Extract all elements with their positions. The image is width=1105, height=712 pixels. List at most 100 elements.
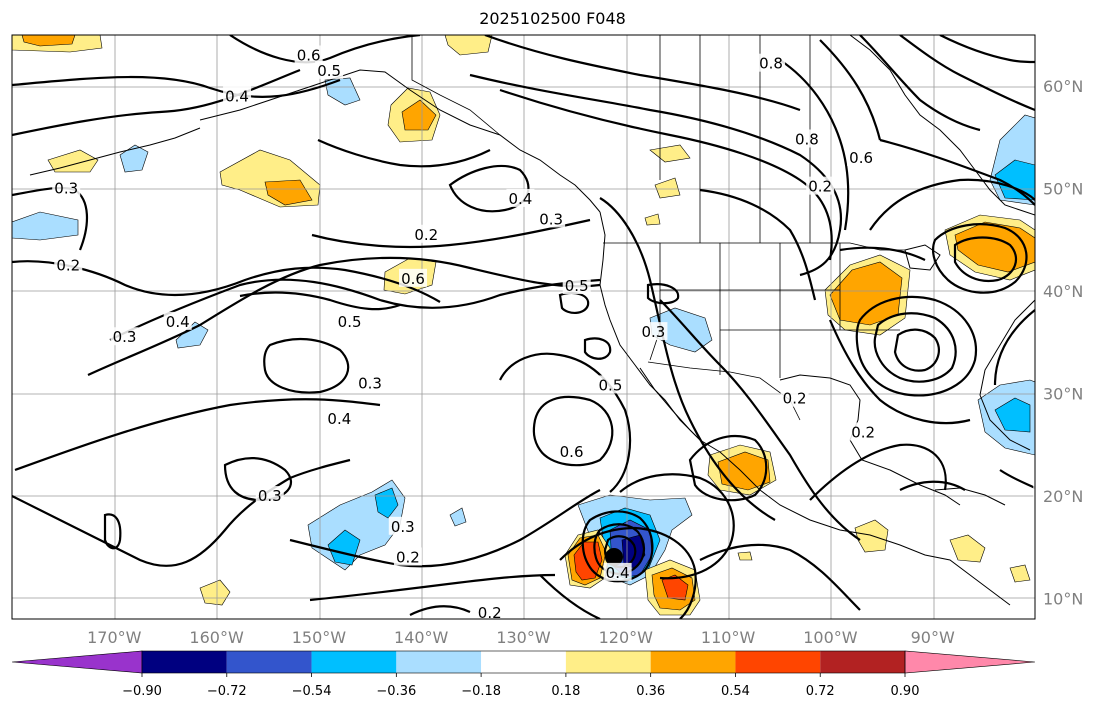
lon-tick-label: 100°W [803, 628, 858, 647]
lat-tick-label: 10°N [1043, 590, 1083, 609]
longitude-tick-labels: 170°W 160°W 150°W 140°W 130°W 120°W 110°W 100°W… [87, 628, 955, 647]
contour [12, 458, 351, 567]
lat-tick-label: 40°N [1043, 282, 1083, 301]
contour-labels: 0.60.50.40.30.20.30.4 0.50.20.60.40.30.50… [52, 43, 1105, 619]
lon-tick-label: 110°W [701, 628, 756, 647]
contour [409, 605, 471, 616]
contour [263, 337, 350, 394]
colorbar-tick-label: −0.54 [292, 684, 332, 699]
contour-label-bg [792, 129, 821, 148]
contour-label: 0.4 [327, 410, 351, 428]
colorbar-swatch [311, 651, 397, 673]
contour-lines [12, 35, 1035, 619]
contour [583, 337, 612, 360]
coast-baja [639, 367, 706, 446]
shade-orange [829, 261, 903, 326]
contour [646, 283, 680, 305]
latitude-tick-labels: 60°N 50°N 40°N 30°N 20°N 10°N [1043, 77, 1083, 608]
colorbar-swatch [142, 651, 227, 673]
contour [109, 278, 601, 341]
contour [593, 523, 646, 575]
contour-label: 0.6 [297, 46, 321, 64]
contour [12, 260, 441, 303]
contour-label-bg [388, 516, 417, 535]
border-alaska-canada [411, 35, 501, 136]
contour [779, 59, 850, 231]
contour [869, 178, 1035, 231]
coast-west-na [599, 211, 1011, 606]
contour [931, 223, 1028, 294]
shade-deepskyblue [994, 397, 1031, 433]
shade-yellow [47, 149, 99, 173]
contour-label: 0.4 [606, 564, 630, 582]
contour-label: 0.6 [560, 443, 584, 461]
shade-yellow [644, 213, 661, 226]
colorbar: −0.90 −0.72 −0.54 −0.36 −0.18 0.18 0.36 0.54 0.7… [11, 650, 1036, 699]
colorbar-tick-label: 0.36 [636, 684, 665, 699]
colorbar-swatch [481, 651, 566, 673]
colorbar-tick-label: 0.18 [551, 684, 580, 699]
contour-label: 0.3 [539, 210, 563, 228]
contour-label-bg [562, 276, 591, 295]
storm-center-marker [605, 548, 623, 566]
shade-orange [401, 99, 437, 131]
contour [828, 319, 971, 425]
colorbar-tick-label: −0.18 [461, 684, 501, 699]
contour [809, 443, 947, 501]
coast-aleutians [29, 127, 201, 176]
colorbar-frame [141, 650, 906, 674]
contour-label: 0.3 [258, 487, 282, 505]
contour-label-bg [399, 268, 428, 287]
contour-label: 0.3 [358, 374, 382, 392]
contour [953, 236, 1018, 283]
contour [103, 513, 122, 550]
colorbar-swatch [226, 651, 312, 673]
shade-yellow [949, 534, 986, 563]
contour-label-bg [356, 373, 385, 392]
map-plot-area: 0.60.50.40.30.20.30.4 0.50.20.60.40.30.50… [12, 35, 1105, 619]
colorbar-tick-label: −0.72 [207, 684, 247, 699]
contour-label: 0.8 [795, 131, 819, 149]
contour-label: 0.2 [396, 549, 420, 567]
contour-label-bg [596, 375, 625, 394]
colorbar-swatch [735, 651, 821, 673]
colorbar-swatch [820, 651, 905, 673]
contour [855, 295, 978, 397]
contour-label: 0.4 [1049, 308, 1073, 326]
contour [311, 218, 591, 249]
contour-label-bg [163, 311, 192, 330]
contour-label-bg [325, 409, 354, 428]
lon-tick-label: 170°W [87, 628, 142, 647]
contour [619, 473, 735, 580]
shade-lightblue [12, 211, 79, 241]
contour-label-bg [315, 60, 344, 79]
map-frame [11, 34, 1036, 620]
colorbar-tick-label: 0.72 [806, 684, 835, 699]
contour [12, 68, 301, 137]
contour-label: 0.8 [759, 55, 783, 73]
shaded-anomalies [12, 35, 1035, 616]
contour-label-bg [1087, 136, 1105, 154]
contour [939, 35, 1035, 64]
contour-label: 0.5 [317, 62, 341, 80]
contour-label-bg [1047, 307, 1075, 325]
contour-label: 1.0 [1086, 72, 1105, 90]
shade-lightblue [324, 77, 361, 106]
contour-label-bg [506, 188, 535, 207]
lat-tick-label: 30°N [1043, 385, 1083, 404]
contour-label: 0.6 [401, 270, 425, 288]
contour [559, 526, 697, 619]
contour [893, 328, 940, 372]
contour-label: 0.5 [599, 376, 623, 394]
contour-label-bg [603, 562, 632, 581]
contour-label: 0.2 [56, 257, 80, 275]
contour-label: 0.5 [338, 313, 362, 331]
lat-tick-label: 60°N [1043, 77, 1083, 96]
contour-label-bg [393, 547, 422, 566]
contour-label: 1.2 [1061, 43, 1085, 61]
contour [499, 88, 833, 261]
shade-deepskyblue [327, 529, 361, 566]
coast-cuba [934, 487, 1006, 506]
lon-tick-label: 120°W [599, 628, 654, 647]
contour [539, 574, 601, 619]
